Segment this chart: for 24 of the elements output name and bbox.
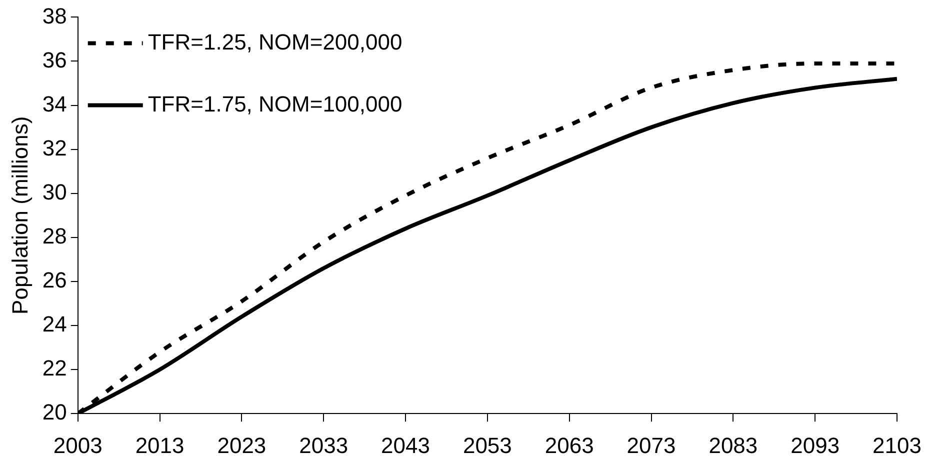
y-tick-label: 22 [42, 356, 67, 381]
x-tick-label: 2093 [790, 432, 840, 458]
y-tick-label: 28 [42, 223, 67, 248]
y-tick-label: 24 [42, 312, 67, 337]
y-tick-label: 36 [42, 47, 67, 72]
y-tick-label: 26 [42, 268, 67, 293]
legend-label: TFR=1.75, NOM=100,000 [148, 91, 402, 116]
x-tick-label: 2003 [53, 432, 102, 458]
x-tick-label: 2053 [462, 432, 512, 458]
y-tick-label: 30 [42, 179, 67, 204]
x-tick-label: 2033 [299, 432, 348, 458]
x-tick-label: 2063 [544, 432, 594, 458]
y-tick-label: 38 [42, 3, 67, 28]
x-tick-label: 2083 [708, 432, 758, 458]
x-tick-label: 2043 [381, 432, 430, 458]
x-tick-label: 2103 [872, 432, 922, 458]
legend-label: TFR=1.25, NOM=200,000 [148, 29, 402, 54]
x-tick-label: 2023 [217, 432, 266, 458]
y-tick-label: 32 [42, 135, 67, 160]
y-tick-label: 34 [42, 91, 67, 116]
y-tick-label: 20 [42, 400, 67, 425]
x-tick-label: 2073 [626, 432, 676, 458]
y-axis-title: Population (millions) [7, 116, 32, 314]
x-tick-label: 2013 [135, 432, 184, 458]
